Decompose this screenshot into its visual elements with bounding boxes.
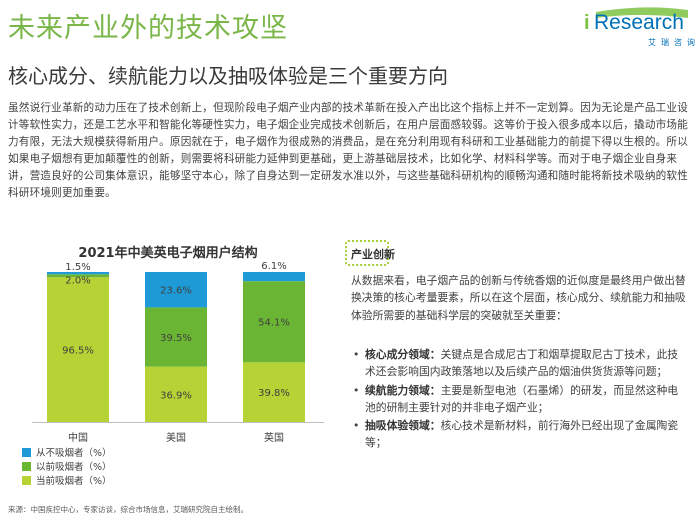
legend-swatch [22,448,31,457]
iresearch-logo: i Research 艾瑞咨询 [582,6,695,50]
stacked-bar-chart: 96.5% 2.0% 1.5% 中国 36.9% 39.5% 23.6% 美国 39.8% 54.… [22,261,324,487]
bullet-dot-icon: • [353,419,360,433]
x-tick-label: 美国 [166,431,186,444]
page-title: 未来产业外的技术攻坚 [8,13,288,44]
data-label: 39.5% [160,333,192,344]
bullet-label: 续航能力领域： [365,383,441,397]
bullet-item: • 续航能力领域：主要是新型电池（石墨烯）的研发，而显然这种电池的研制主要针对的并… [351,382,686,417]
bar-segment [145,272,207,308]
bar-segment [47,272,109,275]
bar-segment [243,362,305,422]
bullet-list: • 核心成分领域：关键点是合成尼古丁和烟草提取尼古丁技术，此技术还会影响国内政策落… [351,346,686,453]
section-heading-decoration [345,240,389,266]
bullet-label: 核心成分领域： [365,348,441,361]
bullet-text: 主要是新型电池（石墨烯）的研发，而显然这种电池的研制主要针对的并非电子烟产业； [365,383,679,414]
legend-swatch [22,462,31,471]
data-label: 23.6% [160,286,192,297]
data-label: 54.1% [258,318,290,329]
data-label: 6.1% [261,261,286,272]
chart-container: 96.5% 2.0% 1.5% 中国 36.9% 39.5% 23.6% 美国 39.8% 54.… [8,232,338,504]
x-tick-label: 中国 [68,431,88,444]
x-tick-label: 英国 [264,431,284,444]
data-label: 39.8% [258,388,290,399]
data-label: 36.9% [160,390,192,401]
legend-label: 当前吸烟者（%） [36,475,112,487]
chart-title: 2021年中美英电子烟用户结构 [78,246,258,261]
bar-segment [243,281,305,363]
bullet-item: • 抽吸体验领域：核心技术是新材料，前行海外已经出现了金属陶瓷等； [351,417,686,452]
legend-swatch [22,476,31,485]
section-body: 从数据来看，电子烟产品的创新与传统香烟的近似度是最终用户做出替换决策的核心考量要… [351,274,686,322]
legend-label: 以前吸烟者（%） [36,461,112,473]
logo-chinese: 艾瑞咨询 [648,38,700,47]
intro-paragraph: 虽然说行业革新的动力压在了技术创新上，但现阶段电子烟产业内部的技术革新在投入产出… [8,102,689,199]
bar-segment [243,272,305,282]
legend-label: 从不吸烟者（%） [36,447,112,459]
bullet-dot-icon: • [353,383,360,397]
bullet-text: 核心技术是新材料，前行海外已经出现了金属陶瓷等； [365,419,679,450]
bar-segment [145,366,207,422]
bar-segment [47,274,109,278]
bar-segment [145,307,207,367]
logo-i: i [584,12,590,34]
data-label: 2.0% [65,275,90,286]
source-note: 来源：中国疾控中心，专家访谈，综合市场信息，艾瑞研究院自主绘制。 [8,505,248,514]
bullet-dot-icon: • [353,348,360,361]
data-label: 1.5% [65,262,90,273]
page-subtitle: 核心成分、续航能力以及抽吸体验是三个重要方向 [8,64,448,88]
bullet-text: 关键点是合成尼古丁和烟草提取尼古丁技术，此技术还会影响国内政策落地以及后续产品的… [365,348,679,379]
logo-swoosh [596,7,688,18]
data-label: 96.5% [62,346,94,357]
bar-segment [47,277,109,422]
section-heading: 产业创新 [351,248,395,261]
bullet-item: • 核心成分领域：关键点是合成尼古丁和烟草提取尼古丁技术，此技术还会影响国内政策落… [351,346,686,381]
logo-brand: Research [594,11,684,34]
bullet-label: 抽吸体验领域： [365,419,441,433]
